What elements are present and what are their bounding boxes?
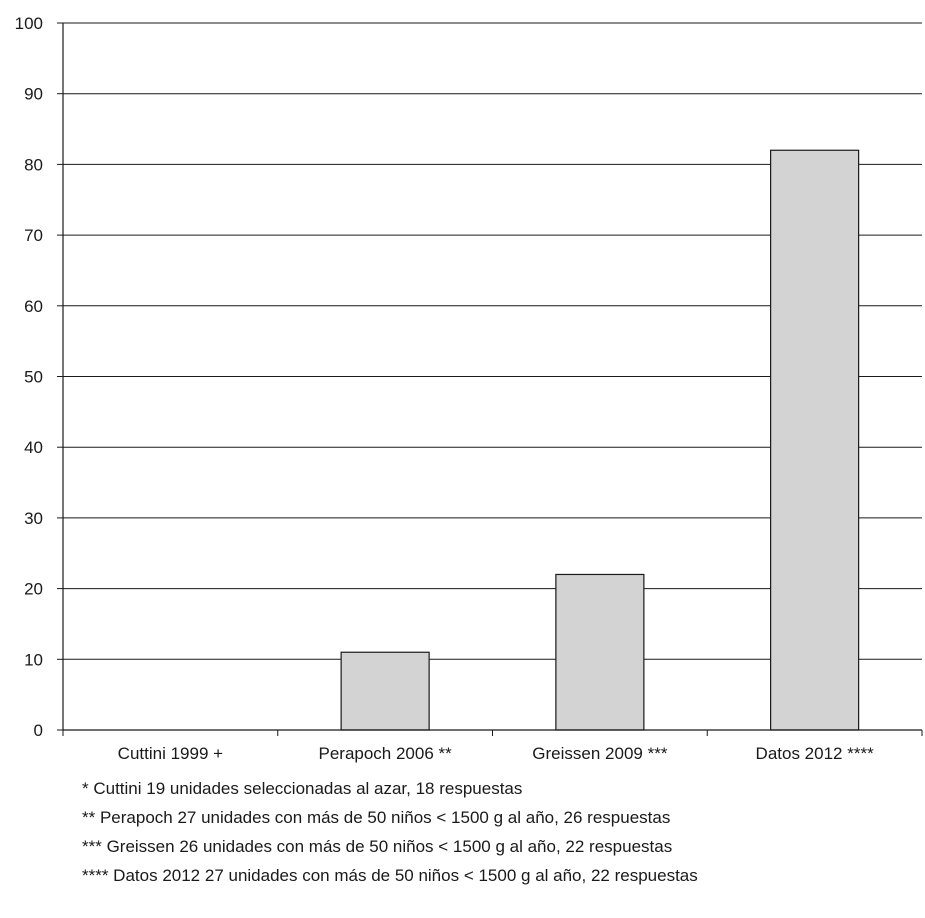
y-tick-label: 10	[24, 650, 43, 669]
footnote-datos-2012: **** Datos 2012 27 unidades con más de 5…	[82, 866, 698, 885]
y-tick-label: 90	[24, 85, 43, 104]
y-tick-label: 100	[15, 14, 43, 33]
x-tick-labels: Cuttini 1999 + Perapoch 2006 ** Greissen 2…	[118, 744, 874, 763]
y-tick-label: 0	[34, 721, 43, 740]
y-tick-label: 70	[24, 226, 43, 245]
x-tick-label: Perapoch 2006 **	[318, 744, 452, 763]
y-tick-label: 50	[24, 368, 43, 387]
y-tick-label: 30	[24, 509, 43, 528]
footnote-greissen: *** Greissen 26 unidades con más de 50 n…	[82, 837, 673, 856]
axes	[57, 22, 923, 736]
y-tick-label: 60	[24, 297, 43, 316]
footnote-perapoch: ** Perapoch 27 unidades con más de 50 ni…	[82, 808, 671, 827]
bar	[555, 573, 645, 731]
footnotes: * Cuttini 19 unidades seleccionadas al a…	[82, 774, 912, 890]
y-tick-label: 80	[24, 155, 43, 174]
gridlines	[63, 22, 922, 660]
y-tick-labels: 0 10 20 30 40 50 60 70 80 90 100	[15, 14, 43, 740]
bars	[340, 149, 860, 731]
x-tick-label: Datos 2012 ****	[756, 744, 875, 763]
bar	[340, 651, 430, 731]
bar	[770, 149, 860, 731]
y-tick-label: 40	[24, 438, 43, 457]
x-tick-label: Greissen 2009 ***	[532, 744, 668, 763]
bar-chart: 0 10 20 30 40 50 60 70 80 90 100 Cuttini 1999 + Per…	[15, 14, 923, 763]
x-tick-label: Cuttini 1999 +	[118, 744, 223, 763]
footnote-cuttini: * Cuttini 19 unidades seleccionadas al a…	[82, 779, 523, 798]
y-tick-label: 20	[24, 580, 43, 599]
